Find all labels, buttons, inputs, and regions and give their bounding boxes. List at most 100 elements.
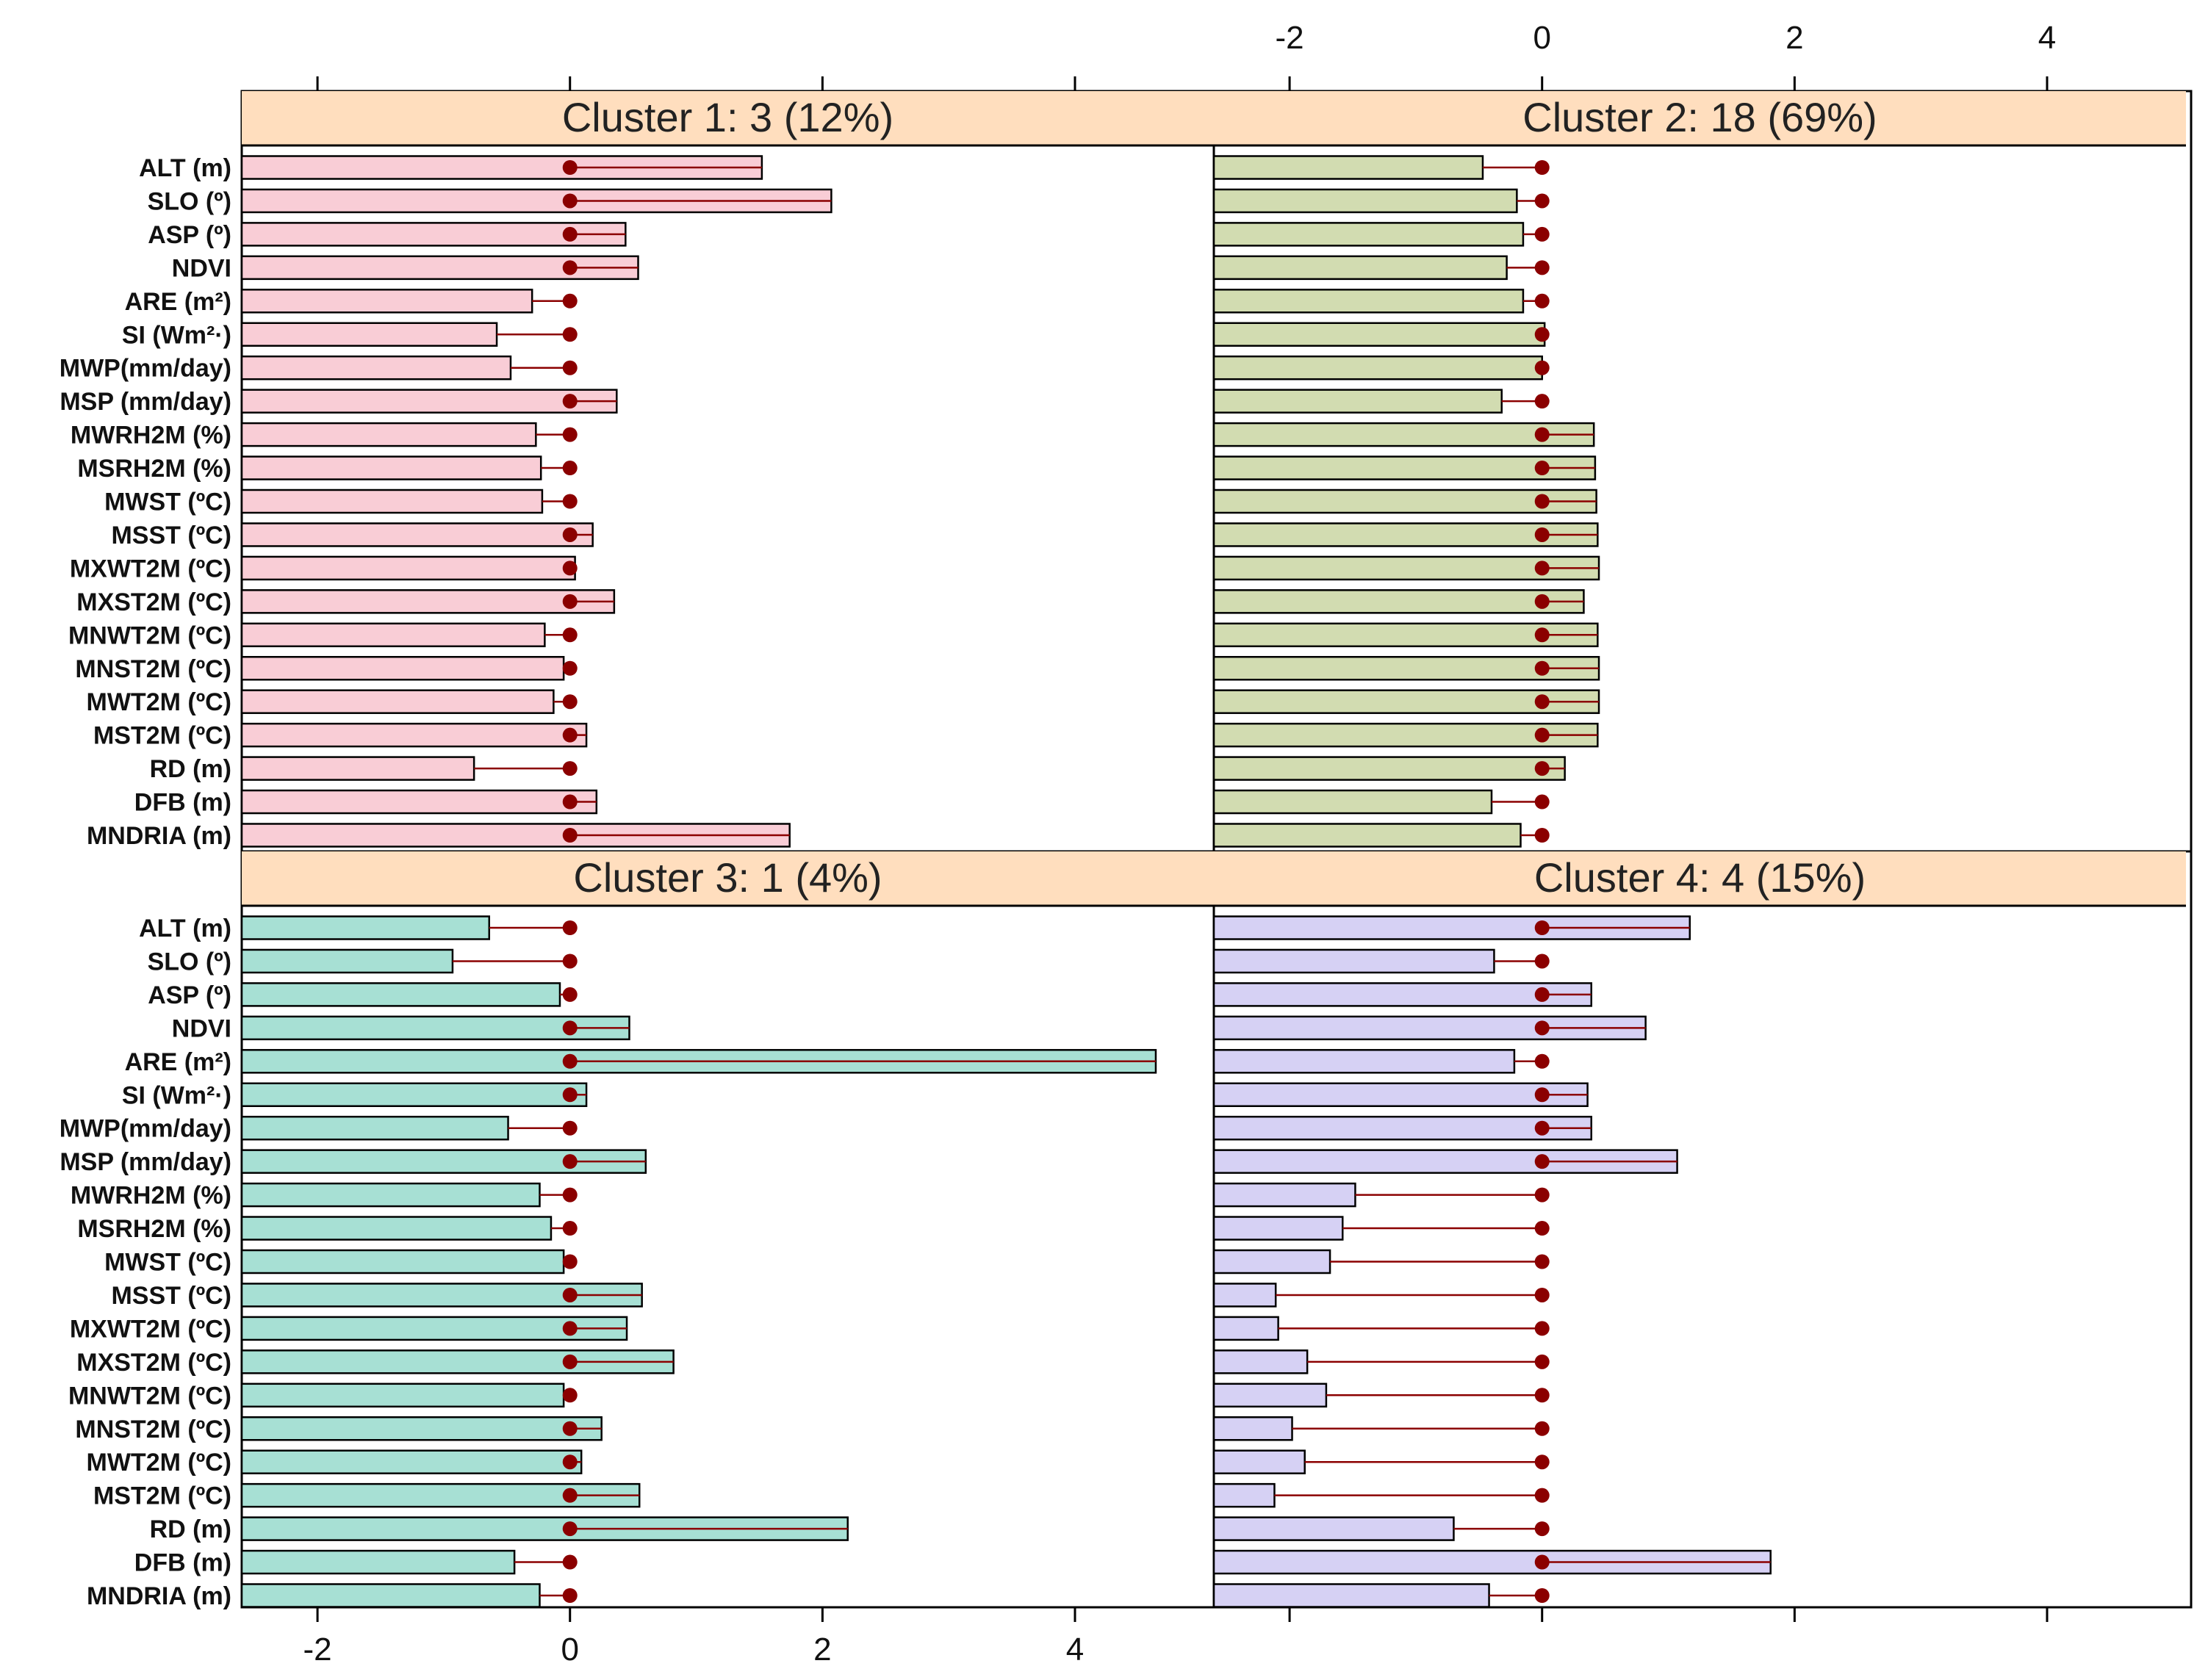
bar <box>1212 1349 1309 1374</box>
reference-point <box>562 560 578 576</box>
panel-title: Cluster 2: 18 (69%) <box>1522 94 1877 140</box>
bar <box>1212 689 1600 714</box>
bar <box>1212 355 1543 381</box>
bar <box>1212 1449 1306 1474</box>
variable-label: MSRH2M (%) <box>77 455 231 483</box>
reference-point <box>562 1388 578 1403</box>
bar <box>1212 1316 1279 1341</box>
reference-point <box>562 627 578 643</box>
variable-label: MWST (ºC) <box>104 1249 231 1277</box>
bar <box>240 1082 588 1107</box>
reference-point <box>562 1120 578 1136</box>
reference-point <box>1534 1421 1550 1436</box>
bar <box>240 789 598 815</box>
panel-title: Cluster 4: 4 (15%) <box>1534 854 1866 901</box>
bar <box>1212 756 1566 781</box>
bar <box>240 656 565 681</box>
variable-label: RD (m) <box>150 755 231 783</box>
variable-label: MSST (ºC) <box>111 1282 231 1310</box>
bar <box>1212 222 1525 247</box>
reference-point <box>562 427 578 442</box>
reference-point <box>1534 527 1550 542</box>
reference-point <box>1534 1254 1550 1269</box>
variable-label: MXST2M (ºC) <box>76 1349 231 1377</box>
variable-label: MSP (mm/day) <box>60 388 231 416</box>
bar <box>1212 522 1599 547</box>
bar <box>240 756 475 781</box>
bottom-tick-label: 0 <box>561 1632 578 1668</box>
bar <box>1212 823 1522 848</box>
variable-label: MWRH2M (%) <box>71 1182 231 1210</box>
bar <box>1212 1182 1356 1208</box>
reference-point <box>1534 1053 1550 1069</box>
bar <box>240 622 546 648</box>
reference-point <box>562 953 578 969</box>
variable-label: MSST (ºC) <box>111 522 231 549</box>
reference-point <box>1534 1120 1550 1136</box>
variable-label: MWP(mm/day) <box>60 355 231 383</box>
panel-header-strip <box>242 91 1214 145</box>
chart-frame <box>240 90 2193 1609</box>
variable-label: MNST2M (ºC) <box>75 655 231 683</box>
variable-label: SLO (º) <box>148 187 231 215</box>
bar <box>240 689 555 714</box>
reference-point <box>1534 953 1550 969</box>
reference-point <box>1534 627 1550 643</box>
top-tick-label: -2 <box>1276 20 1304 56</box>
reference-point <box>562 160 578 175</box>
reference-point <box>1534 987 1550 1002</box>
bar <box>1212 982 1592 1007</box>
reference-point <box>1534 461 1550 476</box>
bar <box>240 455 542 480</box>
reference-point <box>562 987 578 1002</box>
reference-point <box>1534 1087 1550 1103</box>
bar <box>1212 1082 1589 1107</box>
bar <box>240 722 588 748</box>
reference-point <box>1534 1221 1550 1236</box>
bar <box>240 1583 541 1608</box>
bar <box>1212 422 1595 447</box>
bar <box>1212 455 1597 480</box>
variable-label: ALT (m) <box>139 915 231 942</box>
reference-point <box>562 193 578 209</box>
bar <box>1212 1382 1328 1408</box>
top-tick-label: 2 <box>1786 20 1803 56</box>
reference-point <box>1534 1154 1550 1169</box>
variable-label: NDVI <box>172 1014 231 1042</box>
reference-point <box>1534 226 1550 242</box>
reference-point <box>562 1488 578 1503</box>
reference-point <box>1534 360 1550 375</box>
variable-label: NDVI <box>172 254 231 282</box>
variable-label: ASP (º) <box>148 981 231 1009</box>
bar <box>240 289 533 314</box>
reference-point <box>1534 394 1550 409</box>
reference-point <box>1534 560 1550 576</box>
variable-label: MNWT2M (ºC) <box>68 1382 231 1410</box>
reference-point <box>562 1154 578 1169</box>
reference-point <box>1534 1388 1550 1403</box>
bar <box>1212 1583 1490 1608</box>
reference-point <box>1534 193 1550 209</box>
bar <box>240 982 561 1007</box>
variable-label: ASP (º) <box>148 221 231 249</box>
bar <box>1212 1115 1592 1141</box>
reference-point <box>562 1020 578 1036</box>
bar <box>1212 1416 1293 1441</box>
variable-label: MNDRIA (m) <box>87 1582 231 1610</box>
reference-point <box>562 1254 578 1269</box>
top-tick-label: 4 <box>2038 20 2056 56</box>
reference-point <box>562 1554 578 1570</box>
reference-point <box>1534 660 1550 676</box>
reference-point <box>1534 293 1550 309</box>
variable-label: MNDRIA (m) <box>87 822 231 850</box>
reference-point <box>1534 327 1550 342</box>
reference-point <box>1534 594 1550 609</box>
reference-point <box>1534 1554 1550 1570</box>
bar <box>240 422 537 447</box>
panel-header-strip <box>1214 851 2186 906</box>
variable-label: ARE (m²) <box>125 1048 231 1076</box>
variable-label: MWST (ºC) <box>104 489 231 516</box>
bottom-tick-label: 2 <box>813 1632 831 1668</box>
bar <box>240 1416 603 1441</box>
reference-point <box>1534 1588 1550 1603</box>
